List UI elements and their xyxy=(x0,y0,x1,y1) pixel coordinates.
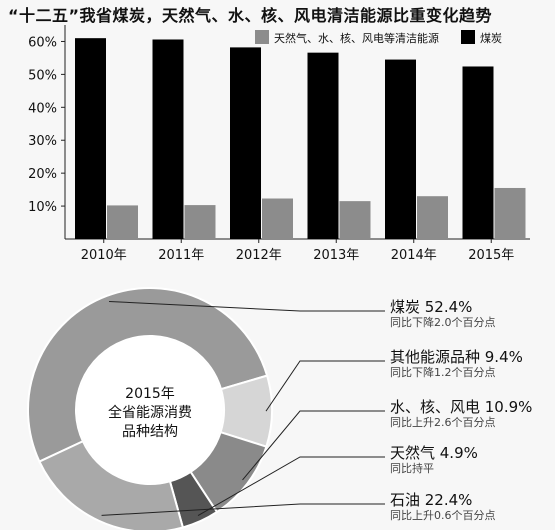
annotation-oil: 石油 22.4% 同比上升0.6个百分点 xyxy=(390,491,496,523)
bar-clean-2015年 xyxy=(494,187,526,239)
donut-slice-4 xyxy=(38,439,185,530)
donut-slice-0 xyxy=(27,287,269,463)
leader-line-0 xyxy=(109,300,385,312)
annotation-other-note: 同比下降1.2个百分点 xyxy=(390,366,496,379)
leader-line-4 xyxy=(101,503,385,516)
bar-clean-2013年 xyxy=(339,201,371,239)
annotation-gas-label: 天然气 4.9% xyxy=(390,444,478,462)
bar-coal-2010年 xyxy=(75,38,106,239)
bar-coal-2012年 xyxy=(230,47,261,239)
x-tick-label: 2012年 xyxy=(236,248,282,263)
bar-clean-2012年 xyxy=(262,198,293,239)
annotation-gas: 天然气 4.9% 同比持平 xyxy=(390,444,478,476)
annotation-hydro-label: 水、核、风电 10.9% xyxy=(390,398,533,416)
y-tick-label: 50% xyxy=(28,68,57,83)
leader-line-2 xyxy=(242,410,385,481)
legend-swatch-clean xyxy=(255,30,269,44)
bar-clean-2014年 xyxy=(417,196,448,239)
annotation-coal-note: 同比下降2.0个百分点 xyxy=(390,316,496,329)
annotation-hydro-note: 同比上升2.6个百分点 xyxy=(390,416,496,429)
annotation-oil-note: 同比上升0.6个百分点 xyxy=(390,509,496,522)
x-tick-label: 2010年 xyxy=(81,248,127,263)
chart-title: “十二五”我省煤炭，天然气、水、核、风电清洁能源比重变化趋势 xyxy=(8,6,493,25)
legend-label-coal: 煤炭 xyxy=(480,32,502,45)
donut-center-line-2: 全省能源消费 xyxy=(108,405,192,421)
annotation-gas-note: 同比持平 xyxy=(390,462,434,475)
x-tick-label: 2014年 xyxy=(391,248,437,263)
annotation-oil-label: 石油 22.4% xyxy=(390,491,473,509)
annotation-other-label: 其他能源品种 9.4% xyxy=(390,348,523,366)
donut-center-label: 2015年 全省能源消费 品种结构 xyxy=(95,385,205,442)
annotation-coal: 煤炭 52.4% 同比下降2.0个百分点 xyxy=(390,298,496,330)
bar-coal-2014年 xyxy=(385,59,416,239)
donut-hole xyxy=(77,337,223,483)
annotation-hydro: 水、核、风电 10.9% 同比上升2.6个百分点 xyxy=(390,398,532,430)
leader-line-1 xyxy=(265,360,385,412)
x-tick-label: 2011年 xyxy=(158,248,204,263)
legend-label-clean: 天然气、水、核、风电等清洁能源 xyxy=(274,31,439,45)
x-tick-label: 2013年 xyxy=(313,248,359,263)
y-tick-label: 10% xyxy=(28,200,57,215)
annotation-coal-label: 煤炭 52.4% xyxy=(390,298,473,316)
leader-line-3 xyxy=(197,456,385,517)
bar-chart: 10% 20% 30% 40% 50% 60% 2010年 2011年 2012年 2013年 20… xyxy=(28,25,530,263)
donut-center-line-3: 品种结构 xyxy=(122,424,178,440)
y-tick-label: 20% xyxy=(28,167,57,182)
bar-coal-2011年 xyxy=(152,39,184,240)
bar-clean-2011年 xyxy=(184,205,216,239)
x-tick-label: 2015年 xyxy=(468,248,514,263)
bar-coal-2015年 xyxy=(462,66,494,239)
y-tick-label: 60% xyxy=(28,35,57,50)
bar-coal-2013年 xyxy=(307,52,339,240)
donut-center-line-1: 2015年 xyxy=(125,386,175,402)
legend-swatch-coal xyxy=(461,30,475,44)
y-tick-label: 30% xyxy=(28,134,57,149)
y-tick-label: 40% xyxy=(28,101,57,116)
annotation-other: 其他能源品种 9.4% 同比下降1.2个百分点 xyxy=(390,348,523,380)
bar-clean-2010年 xyxy=(107,205,138,239)
